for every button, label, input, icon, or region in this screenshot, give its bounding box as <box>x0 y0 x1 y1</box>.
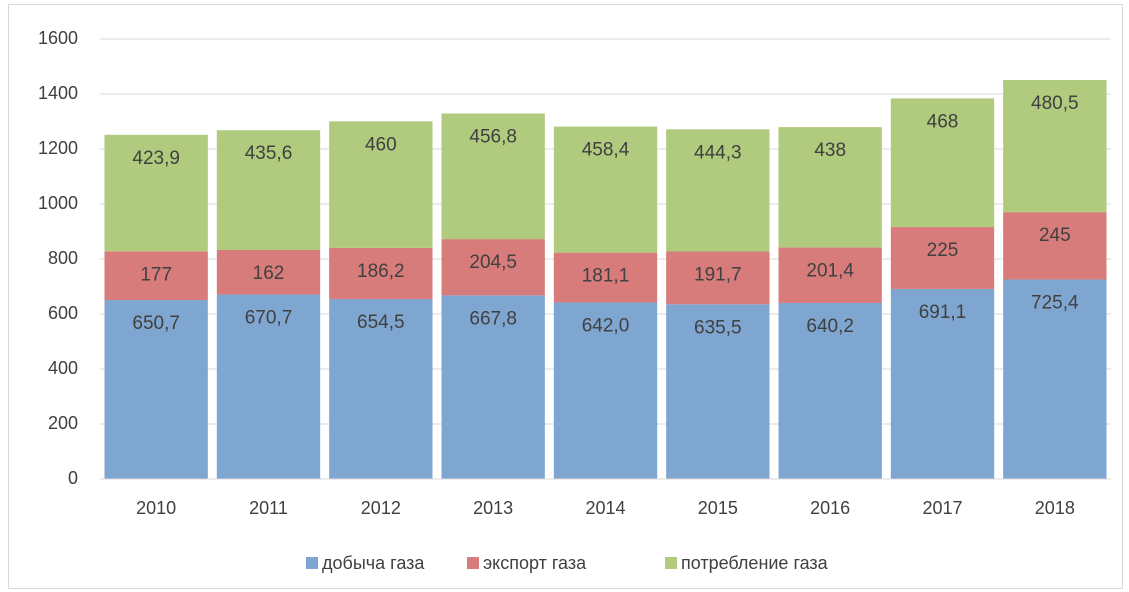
bar-segment <box>104 300 208 479</box>
bar-segment <box>1003 80 1107 213</box>
bar-segment <box>778 247 882 303</box>
y-tick-label: 200 <box>48 413 78 433</box>
legend-label: экспорт газа <box>483 553 587 573</box>
data-label: 635,5 <box>694 317 742 338</box>
data-label: 458,4 <box>582 140 630 161</box>
data-label: 640,2 <box>806 316 854 337</box>
data-label: 438 <box>814 140 846 161</box>
bar-segment <box>216 294 321 479</box>
bar-segment <box>553 252 658 303</box>
bar-segment <box>666 304 770 479</box>
x-tick-label: 2013 <box>473 498 513 518</box>
x-tick-label: 2016 <box>810 498 850 518</box>
x-tick-label: 2015 <box>698 498 738 518</box>
y-tick-label: 1200 <box>38 138 78 158</box>
data-label: 667,8 <box>469 308 517 329</box>
data-label: 204,5 <box>469 252 517 273</box>
x-tick-label: 2017 <box>922 498 962 518</box>
bar-segment <box>329 121 433 248</box>
data-label: 725,4 <box>1031 293 1079 314</box>
x-tick-label: 2011 <box>249 498 288 518</box>
data-label: 225 <box>927 240 959 261</box>
bar-segment <box>778 127 882 248</box>
bar-segment <box>1003 279 1107 479</box>
data-label: 650,7 <box>132 313 180 334</box>
y-tick-label: 600 <box>48 303 78 323</box>
data-label: 186,2 <box>357 261 405 282</box>
data-label: 177 <box>140 264 172 285</box>
data-label: 480,5 <box>1031 93 1079 114</box>
legend-swatch <box>467 557 479 569</box>
legend-swatch <box>306 557 318 569</box>
bar-segment <box>666 251 770 305</box>
x-tick-label: 2010 <box>136 498 176 518</box>
bar-segment <box>553 302 658 479</box>
data-label: 691,1 <box>919 302 967 323</box>
legend-swatch <box>665 557 677 569</box>
bar-segment <box>553 126 658 253</box>
y-tick-label: 1000 <box>38 193 78 213</box>
bar-segment <box>329 299 433 479</box>
data-label: 245 <box>1039 225 1071 246</box>
data-label: 191,7 <box>694 265 742 286</box>
y-tick-label: 1400 <box>38 83 78 103</box>
bar-segment <box>890 98 995 228</box>
y-tick-label: 0 <box>68 468 78 488</box>
y-tick-label: 400 <box>48 358 78 378</box>
data-label: 670,7 <box>245 308 293 329</box>
data-label: 162 <box>253 263 285 284</box>
data-label: 444,3 <box>694 142 742 163</box>
bar-segment <box>104 251 208 301</box>
data-label: 423,9 <box>132 148 180 169</box>
legend-label: потребление газа <box>681 553 829 573</box>
bar-segment <box>104 134 208 252</box>
bar-segment <box>441 239 545 296</box>
bar-segment <box>666 129 770 252</box>
data-label: 642,0 <box>582 315 630 336</box>
x-tick-label: 2018 <box>1035 498 1075 518</box>
bar-segment <box>778 302 882 479</box>
legend-label: добыча газа <box>322 553 425 573</box>
bar-segment <box>216 250 321 295</box>
x-tick-label: 2014 <box>585 498 625 518</box>
bar-segment <box>441 295 545 479</box>
data-label: 468 <box>927 111 959 132</box>
x-tick-label: 2012 <box>361 498 401 518</box>
y-tick-label: 800 <box>48 248 78 268</box>
data-label: 456,8 <box>469 127 517 148</box>
data-label: 435,6 <box>245 143 293 164</box>
data-label: 201,4 <box>806 261 854 282</box>
bar-segment <box>441 113 545 240</box>
bar-segment <box>890 227 995 289</box>
bar-segment <box>890 288 995 479</box>
data-label: 654,5 <box>357 312 405 333</box>
bar-segment <box>329 247 433 300</box>
data-label: 460 <box>365 134 397 155</box>
bar-segment <box>1003 212 1107 280</box>
y-tick-label: 1600 <box>38 28 78 48</box>
data-label: 181,1 <box>582 266 630 287</box>
bar-segment <box>216 130 321 251</box>
